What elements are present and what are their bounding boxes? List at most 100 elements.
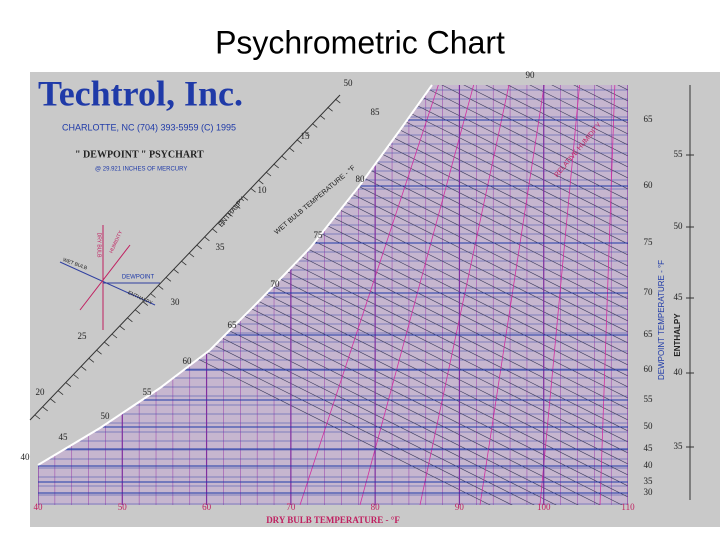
scale-tick [80, 366, 87, 371]
scale-tick [327, 106, 333, 112]
scale-tick [304, 131, 310, 136]
scale-tick [127, 317, 133, 323]
wet-bulb-line [281, 85, 628, 505]
logo-product: " DEWPOINT " PSYCHART [75, 149, 204, 160]
enthalpy-axis-label: ENTHALPY [673, 313, 682, 357]
enthalpy-diag-tick-label: 15 [301, 131, 311, 141]
key-label: DRY BULB [96, 233, 102, 258]
wet-bulb-tick-label: 80 [356, 174, 366, 184]
scale-tick [250, 187, 256, 193]
dewpoint-tick-label: 40 [644, 460, 654, 470]
x-tick-label: 60 [202, 502, 212, 512]
scale-tick [65, 382, 72, 387]
dewpoint-tick-label: 60 [644, 180, 654, 190]
scale-tick [181, 260, 187, 266]
enthalpy-tick-label: 35 [674, 441, 684, 451]
x-tick-label: 110 [621, 502, 635, 512]
enthalpy-diag-tick-label: 35 [216, 242, 226, 252]
x-tick-label: 40 [34, 502, 44, 512]
wet-bulb-tick-label: 55 [143, 387, 153, 397]
scale-tick [273, 163, 279, 169]
wet-bulb-line [38, 85, 628, 505]
scale-tick [219, 220, 226, 225]
dewpoint-tick-label: 45 [644, 443, 654, 453]
scale-tick [188, 252, 195, 258]
scale-tick [227, 212, 233, 217]
enthalpy-tick-label: 45 [674, 292, 684, 302]
dewpoint-tick-label: 30 [644, 487, 654, 497]
scale-tick [119, 325, 125, 331]
dewpoint-tick-label: 50 [644, 421, 654, 431]
x-tick-label: 80 [371, 502, 381, 512]
enthalpy-tick-label: 50 [674, 221, 684, 231]
scale-tick [319, 114, 326, 120]
logo-address: CHARLOTTE, NC (704) 393-5959 (C) 1995 [62, 122, 236, 132]
enthalpy-diag-tick-label: 25 [78, 331, 88, 341]
wet-bulb-line [325, 85, 628, 505]
wet-bulb-tick-label: 50 [344, 78, 354, 88]
scale-tick [242, 195, 249, 201]
dewpoint-axis-label: DEWPOINT TEMPERATURE - °F [657, 260, 666, 380]
enthalpy-diag-tick-label: 20 [36, 387, 46, 397]
scale-tick [150, 293, 156, 298]
scale-tick [265, 171, 272, 177]
scale-tick [281, 155, 287, 161]
x-tick-label: 70 [286, 502, 296, 512]
scale-tick [173, 268, 179, 274]
enthalpy-tick-label: 40 [674, 367, 684, 377]
x-axis-label: DRY BULB TEMPERATURE - °F [266, 515, 400, 525]
scale-tick [196, 244, 202, 250]
scale-tick [335, 98, 341, 104]
dewpoint-tick-label: 35 [644, 476, 654, 486]
scale-tick [73, 374, 79, 379]
enthalpy-diag-tick-label: 10 [258, 185, 268, 195]
enthalpy-tick-label: 55 [674, 149, 684, 159]
logo-pressure: @ 29.921 INCHES OF MERCURY [95, 167, 187, 173]
scale-tick [311, 123, 318, 128]
dewpoint-tick-label: 65 [644, 114, 654, 124]
dewpoint-tick-label: 55 [644, 394, 654, 404]
key-label: DEWPOINT [122, 275, 155, 281]
scale-tick [50, 398, 56, 404]
scale-tick [157, 285, 164, 290]
wet-bulb-line [413, 85, 628, 505]
wet-bulb-tick-label: 45 [59, 432, 69, 442]
wet-bulb-line [391, 85, 628, 505]
wet-bulb-line [435, 85, 628, 505]
scale-tick [142, 301, 149, 306]
dewpoint-tick-label: 75 [644, 237, 654, 247]
scale-tick [134, 309, 141, 315]
scale-tick [288, 147, 295, 153]
scale-tick [34, 414, 41, 420]
scale-tick [88, 357, 95, 363]
scale-tick [57, 390, 64, 396]
scale-tick [296, 139, 303, 144]
enthalpy-diag-axis [29, 94, 341, 421]
x-tick-label: 100 [537, 502, 551, 512]
logo: Techtrol, Inc. [38, 73, 243, 113]
wet-bulb-tick-label: 40 [21, 452, 31, 462]
wet-bulb-line [259, 85, 628, 505]
wet-bulb-tick-label: 90 [526, 70, 536, 80]
x-tick-label: 90 [455, 502, 465, 512]
dewpoint-tick-label: 65 [644, 329, 654, 339]
wet-bulb-line [369, 85, 628, 505]
x-tick-label: 50 [118, 502, 128, 512]
scale-tick [111, 333, 118, 339]
key-line [79, 244, 131, 311]
wet-bulb-tick-label: 50 [101, 411, 111, 421]
scale-tick [165, 276, 172, 282]
wet-bulb-tick-label: 75 [314, 230, 324, 240]
wet-bulb-tick-label: 70 [271, 279, 281, 289]
wet-bulb-line [457, 85, 628, 505]
scale-tick [96, 349, 102, 355]
scale-tick [42, 406, 48, 412]
slide-title: Psychrometric Chart [215, 24, 505, 60]
scale-tick [258, 179, 264, 185]
wet-bulb-tick-label: 65 [228, 320, 238, 330]
dewpoint-tick-label: 70 [644, 287, 654, 297]
wet-bulb-line [303, 85, 628, 505]
scale-tick [104, 341, 110, 347]
wet-bulb-line [38, 85, 628, 505]
